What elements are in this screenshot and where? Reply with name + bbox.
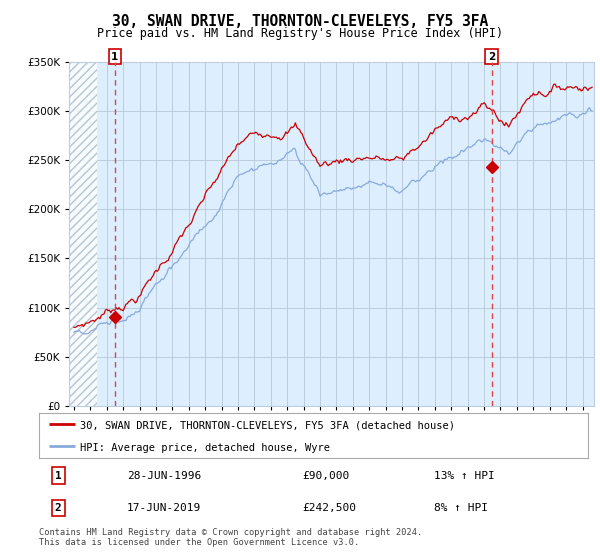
Text: 8% ↑ HPI: 8% ↑ HPI: [434, 503, 488, 513]
Text: 2: 2: [55, 503, 62, 513]
Text: 1: 1: [55, 470, 62, 480]
Text: 2: 2: [488, 52, 495, 62]
Text: 30, SWAN DRIVE, THORNTON-CLEVELEYS, FY5 3FA: 30, SWAN DRIVE, THORNTON-CLEVELEYS, FY5 …: [112, 14, 488, 29]
Text: 1: 1: [111, 52, 118, 62]
Text: 17-JUN-2019: 17-JUN-2019: [127, 503, 201, 513]
Text: Contains HM Land Registry data © Crown copyright and database right 2024.
This d: Contains HM Land Registry data © Crown c…: [39, 528, 422, 547]
Text: HPI: Average price, detached house, Wyre: HPI: Average price, detached house, Wyre: [80, 443, 330, 453]
Text: 30, SWAN DRIVE, THORNTON-CLEVELEYS, FY5 3FA (detached house): 30, SWAN DRIVE, THORNTON-CLEVELEYS, FY5 …: [80, 421, 455, 431]
Bar: [69, 62, 97, 406]
Text: Price paid vs. HM Land Registry's House Price Index (HPI): Price paid vs. HM Land Registry's House …: [97, 27, 503, 40]
Text: £90,000: £90,000: [302, 470, 350, 480]
Text: 28-JUN-1996: 28-JUN-1996: [127, 470, 201, 480]
Text: 13% ↑ HPI: 13% ↑ HPI: [434, 470, 495, 480]
Text: £242,500: £242,500: [302, 503, 356, 513]
